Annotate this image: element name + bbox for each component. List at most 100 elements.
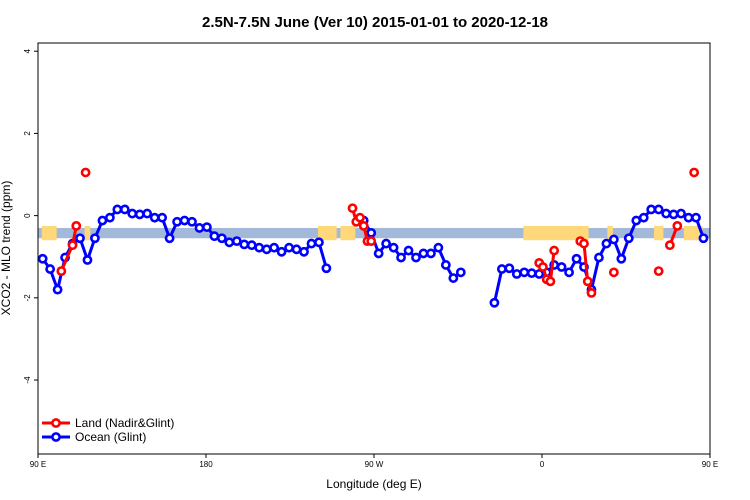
ocean-data-point xyxy=(321,263,332,274)
ocean-data-point xyxy=(164,233,175,244)
land-data-point xyxy=(71,220,82,231)
ocean-data-point xyxy=(314,237,324,248)
land-data-point xyxy=(672,220,683,231)
ocean-data-point xyxy=(134,209,145,220)
ocean-data-point xyxy=(616,253,627,264)
ocean-data-point xyxy=(179,215,190,226)
legend-swatch-marker xyxy=(51,432,61,442)
x-tick-label: 0 xyxy=(540,460,545,469)
ocean-data-point xyxy=(691,212,701,223)
ocean-data-point xyxy=(202,222,212,233)
ocean-data-point xyxy=(269,242,280,253)
legend-entry-label: Land (Nadir&Glint) xyxy=(75,416,174,430)
ocean-data-point xyxy=(127,208,138,219)
plot-frame xyxy=(37,42,711,455)
ocean-data-point xyxy=(631,215,642,226)
ocean-data-point xyxy=(388,242,399,253)
ocean-data-point xyxy=(381,238,392,249)
x-tick-label: 180 xyxy=(199,460,213,469)
land-data-point xyxy=(579,238,589,249)
ocean-data-point xyxy=(411,252,421,263)
ocean-data-point xyxy=(142,208,153,219)
land-patch xyxy=(683,225,703,241)
ocean-data-point xyxy=(261,244,272,255)
ocean-data-point xyxy=(608,234,619,245)
legend-swatch-marker xyxy=(51,418,61,428)
ocean-data-point xyxy=(239,239,250,250)
land-patch xyxy=(318,225,337,241)
ocean-data-point xyxy=(571,253,582,264)
ocean-data-point xyxy=(90,233,100,244)
ocean-data-point xyxy=(112,204,123,215)
ocean-data-point xyxy=(37,253,48,264)
ocean-data-point xyxy=(231,236,242,247)
land-data-point xyxy=(664,240,675,251)
ocean-data-point xyxy=(45,264,56,274)
ocean-data-point xyxy=(511,269,522,279)
ocean-data-point xyxy=(276,246,287,257)
ocean-data-point xyxy=(448,273,459,283)
ocean-data-point xyxy=(455,267,466,278)
land-patch xyxy=(84,225,91,241)
ocean-data-point xyxy=(104,212,115,223)
land-data-point xyxy=(347,203,358,214)
chart-title: 2.5N-7.5N June (Ver 10) 2015-01-01 to 20… xyxy=(202,14,548,31)
ocean-data-point xyxy=(646,204,657,215)
land-data-point xyxy=(582,276,593,287)
land-data-point xyxy=(545,276,556,287)
y-tick-label: 4 xyxy=(23,48,32,53)
x-tick-label: 90 E xyxy=(702,460,718,469)
ocean-data-point xyxy=(52,284,63,295)
ocean-data-point xyxy=(623,233,634,244)
ocean-data-point xyxy=(157,212,168,223)
land-data-point xyxy=(689,167,700,178)
ocean-data-point xyxy=(638,212,649,223)
ocean-data-point xyxy=(254,242,265,253)
y-axis-label: XCO2 - MLO trend (ppm) xyxy=(0,181,13,316)
ocean-data-point xyxy=(246,240,257,251)
y-tick-label: -4 xyxy=(23,376,32,384)
land-data-point xyxy=(56,266,67,277)
land-data-point xyxy=(358,220,369,231)
land-data-point xyxy=(549,245,560,256)
ocean-data-point xyxy=(601,238,612,249)
land-patch xyxy=(41,225,57,241)
y-tick-label: 0 xyxy=(23,213,32,218)
land-data-point xyxy=(80,167,91,178)
ocean-data-point xyxy=(504,263,515,274)
ocean-data-point xyxy=(306,238,317,249)
ocean-data-point xyxy=(698,233,709,244)
ocean-data-point xyxy=(299,246,309,257)
ocean-data-point xyxy=(172,216,182,227)
ocean-data-point xyxy=(403,245,414,256)
ocean-data-point xyxy=(75,233,85,244)
ocean-data-point xyxy=(284,242,294,253)
land-data-point xyxy=(67,240,78,251)
land-data-point xyxy=(355,212,365,223)
ocean-data-point xyxy=(418,248,429,259)
ocean-data-point xyxy=(653,204,664,215)
ocean-data-point xyxy=(519,267,530,278)
ocean-data-point xyxy=(440,260,451,270)
land-data-point xyxy=(538,262,548,272)
land-patch xyxy=(523,225,589,241)
x-tick-label: 90 E xyxy=(30,460,46,469)
ocean-data-point xyxy=(194,223,205,233)
ocean-data-point xyxy=(496,264,507,274)
ocean-data-point xyxy=(216,233,227,244)
plot-series xyxy=(37,167,709,308)
ocean-data-point xyxy=(676,208,686,219)
ocean-data-point xyxy=(209,231,220,242)
x-tick-label: 90 W xyxy=(365,460,384,469)
ocean-data-point xyxy=(556,262,567,272)
ocean-data-point xyxy=(564,267,574,278)
land-data-point xyxy=(653,266,664,277)
ocean-data-point xyxy=(526,268,537,279)
ocean-data-point xyxy=(82,255,93,265)
y-tick-label: 2 xyxy=(23,131,32,136)
ocean-data-point xyxy=(187,216,197,227)
y-tick-label: -2 xyxy=(23,294,32,302)
land-patch xyxy=(607,225,613,241)
land-patch xyxy=(340,225,356,241)
